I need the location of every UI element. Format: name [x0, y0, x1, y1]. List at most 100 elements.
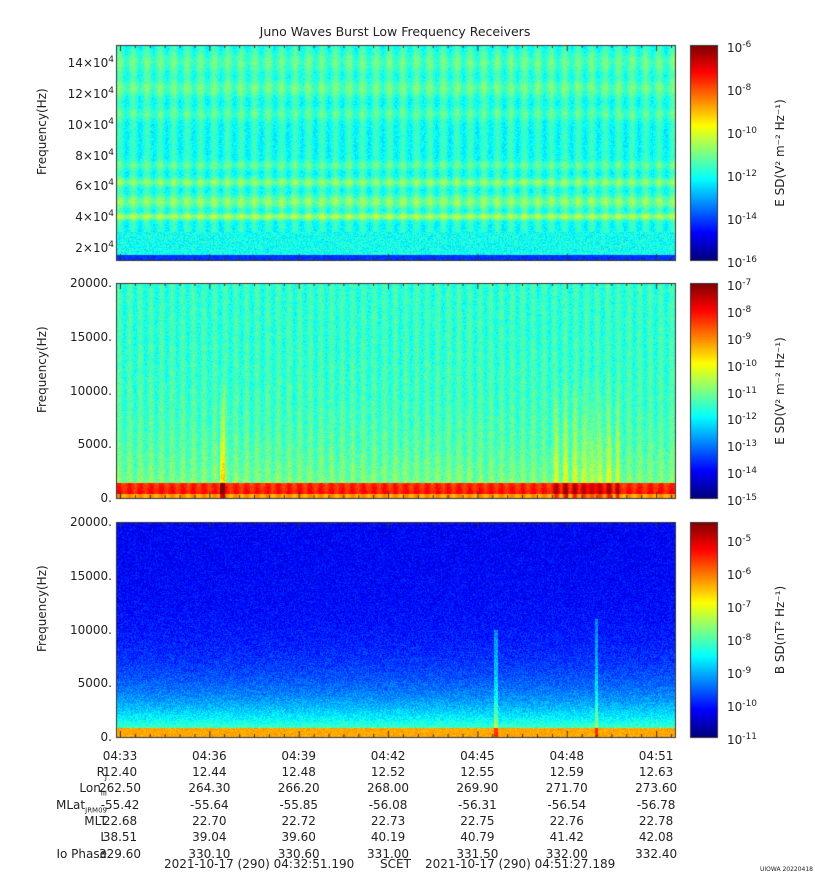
- ephemeris-row-label: MLT: [84, 813, 107, 828]
- y-axis-label: Frequency(Hz): [35, 87, 49, 175]
- ephemeris-value: 331.50: [456, 846, 499, 861]
- y-tick-label: 6×104: [75, 178, 114, 194]
- figure-title: Juno Waves Burst Low Frequency Receivers: [259, 24, 531, 39]
- colorbar-title: B SD(nT² Hz⁻¹): [773, 585, 787, 674]
- colorbar-tick-label: 10-14: [727, 466, 757, 482]
- ephemeris-value: 12.44: [192, 765, 227, 779]
- y-tick-label: 10000.: [70, 622, 112, 637]
- ephemeris-value: -56.08: [368, 797, 408, 812]
- ephemeris-value: 329.60: [99, 846, 141, 861]
- colorbar-tick-label: 10-10: [727, 698, 757, 714]
- ephemeris-value: -55.85: [279, 797, 319, 812]
- ephemeris-row-label: MLatJRM09: [56, 797, 107, 814]
- ephemeris-value: -56.54: [547, 797, 587, 812]
- ephemeris-value: 22.70: [192, 813, 227, 828]
- colorbar-tick-label: 10-8: [727, 632, 752, 648]
- y-tick-label: 10×104: [67, 116, 114, 132]
- y-tick-label: 20000.: [70, 276, 112, 290]
- ephemeris-value: 332.00: [545, 846, 588, 861]
- ephemeris-value: 41.42: [549, 830, 584, 845]
- ephemeris-value: 330.60: [277, 846, 320, 861]
- ephemeris-value: 39.04: [192, 830, 227, 845]
- footer-scet-label: SCET: [380, 857, 411, 871]
- y-axis-label: Frequency(Hz): [35, 564, 49, 652]
- y-tick-label: 15000.: [70, 568, 112, 583]
- colorbar-title: E SD(V² m⁻² Hz⁻¹): [773, 336, 787, 445]
- colorbar-tick-label: 10-16: [727, 255, 757, 270]
- colorbar-tick-label: 10-8: [727, 304, 752, 320]
- ephemeris-value: 22.73: [370, 813, 406, 828]
- ephemeris-value: 22.68: [102, 813, 138, 828]
- colorbar-tick-label: 10-7: [727, 599, 752, 615]
- ephemeris-value: 331.00: [367, 846, 410, 861]
- colorbar-tick-label: 10-13: [727, 439, 757, 455]
- time-tick-label: 04:33: [102, 749, 138, 763]
- ephemeris-value: 39.60: [281, 830, 316, 845]
- ephemeris-value: 269.90: [456, 781, 499, 796]
- colorbar-tick-label: 10-10: [727, 126, 757, 141]
- y-tick-label: 0.: [100, 491, 112, 505]
- time-tick-label: 04:39: [281, 749, 316, 763]
- ephemeris-value: 40.79: [460, 830, 495, 845]
- ephemeris-value: 332.40: [635, 846, 678, 861]
- ephemeris-value: 42.08: [638, 830, 674, 845]
- time-tick-label: 04:42: [370, 749, 406, 763]
- ephemeris-value: 22.76: [549, 813, 584, 828]
- ephemeris-value: 266.20: [277, 781, 320, 796]
- y-tick-label: 15000.: [70, 329, 112, 344]
- ephemeris-value: 12.55: [460, 765, 495, 779]
- y-tick-label: 5000.: [77, 676, 112, 691]
- ephemeris-value: -55.42: [100, 797, 140, 812]
- time-tick-label: 04:45: [460, 749, 495, 763]
- ephemeris-value: -56.31: [458, 797, 497, 812]
- colorbar-tick-label: 10-11: [727, 385, 757, 401]
- colorbar-tick-label: 10-14: [727, 212, 757, 227]
- ephemeris-value: -55.64: [190, 797, 229, 812]
- y-tick-label: 10000.: [70, 383, 112, 398]
- y-tick-label: 4×104: [75, 208, 114, 224]
- time-tick-label: 04:51: [638, 749, 674, 763]
- ephemeris-value: 330.10: [188, 846, 231, 861]
- y-axis-label: Frequency(Hz): [35, 325, 49, 413]
- colorbar-tick-label: 10-9: [727, 665, 752, 681]
- time-tick-label: 04:48: [549, 749, 585, 763]
- y-tick-label: 14×104: [67, 55, 114, 71]
- ephemeris-value: 264.30: [188, 781, 231, 796]
- ephemeris-row-label: L: [100, 830, 107, 845]
- colorbar-tick-label: 10-8: [727, 83, 752, 98]
- colorbar-tick-label: 10-15: [727, 493, 757, 508]
- colorbar-tick-label: 10-6: [727, 566, 752, 582]
- colorbar-title: E SD(V² m⁻² Hz⁻¹): [773, 98, 787, 207]
- ephemeris-value: 12.40: [102, 765, 138, 779]
- y-tick-label: 8×104: [75, 147, 114, 163]
- footer-end-time: 2021-10-17 (290) 04:51:27.189: [425, 857, 616, 871]
- ephemeris-value: 22.78: [638, 813, 674, 828]
- ephemeris-value: 262.50: [99, 781, 141, 796]
- y-tick-label: 12×104: [67, 86, 114, 102]
- ephemeris-value: 38.51: [102, 830, 138, 845]
- colorbar-tick-label: 10-12: [727, 169, 757, 184]
- ephemeris-value: -56.78: [636, 797, 676, 812]
- generation-stamp: UIOWA 20220418: [759, 866, 813, 873]
- ephemeris-value: 40.19: [370, 830, 406, 845]
- ephemeris-value: 268.00: [367, 781, 410, 796]
- ephemeris-value: 271.70: [545, 781, 588, 796]
- colorbar-tick-label: 10-10: [727, 358, 757, 374]
- colorbar-tick-label: 10-11: [727, 732, 757, 747]
- colorbar-tick-label: 10-12: [727, 412, 757, 428]
- ephemeris-value: 22.75: [460, 813, 495, 828]
- ephemeris-value: 12.48: [281, 765, 316, 779]
- ephemeris-value: 12.59: [549, 765, 584, 779]
- colorbar-tick-label: 10-7: [727, 278, 752, 293]
- ephemeris-value: 22.72: [281, 813, 316, 828]
- y-tick-label: 5000.: [77, 437, 112, 452]
- y-tick-label: 0.: [100, 730, 112, 744]
- ephemeris-value: 273.60: [635, 781, 678, 796]
- ephemeris-row-label: RJ: [96, 765, 107, 782]
- time-tick-label: 04:36: [192, 749, 227, 763]
- footer-start-time: 2021-10-17 (290) 04:32:51.190: [164, 857, 355, 871]
- ephemeris-value: 12.52: [370, 765, 406, 779]
- ephemeris-value: 12.63: [638, 765, 674, 779]
- y-tick-label: 20000.: [70, 515, 112, 529]
